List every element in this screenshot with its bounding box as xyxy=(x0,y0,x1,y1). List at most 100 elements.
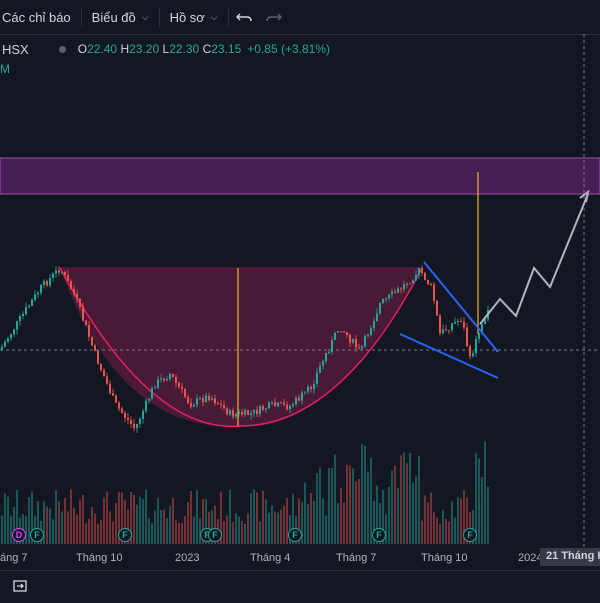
earnings-badge[interactable]: F xyxy=(208,528,222,542)
volume-bar xyxy=(328,468,330,544)
time-tick: 2023 xyxy=(175,552,200,564)
candle-body xyxy=(364,336,366,347)
candle-body xyxy=(28,305,30,308)
volume-bar xyxy=(367,471,369,544)
wedge-upper-line xyxy=(423,261,499,353)
volume-bar xyxy=(136,504,138,544)
candle-body xyxy=(259,406,261,414)
candle-body xyxy=(370,328,372,335)
earnings-badge[interactable]: F xyxy=(372,528,386,542)
candle-body xyxy=(325,353,327,362)
candle-body xyxy=(4,341,6,347)
volume-bar xyxy=(418,455,420,544)
candle-body xyxy=(67,275,69,282)
candle-body xyxy=(16,321,18,330)
volume-bar xyxy=(157,498,159,544)
volume-bar xyxy=(283,505,285,544)
volume-bar xyxy=(226,515,228,544)
candle-body xyxy=(247,410,249,415)
volume-bar xyxy=(10,515,12,544)
candle-body xyxy=(448,330,450,332)
candle-body xyxy=(244,410,246,415)
candle-body xyxy=(151,388,153,399)
candle-body xyxy=(157,379,159,388)
redo-button[interactable] xyxy=(259,0,289,34)
volume-bar xyxy=(370,458,372,544)
volume-bar xyxy=(484,441,486,544)
volume-bar xyxy=(244,523,246,544)
candle-body xyxy=(481,324,483,334)
volume-bar xyxy=(391,470,393,544)
earnings-badge[interactable]: F xyxy=(463,528,477,542)
candle-body xyxy=(316,372,318,384)
sub-legend: M xyxy=(0,62,10,76)
volume-bar xyxy=(7,496,9,544)
candle-body xyxy=(454,321,456,324)
volume-bar xyxy=(265,499,267,544)
chart-menu-button[interactable]: Biểu đồ ⌵ xyxy=(82,0,159,34)
volume-bar xyxy=(145,489,147,544)
time-tick: 2024 xyxy=(518,552,540,564)
candle-body xyxy=(211,398,213,401)
volume-bar xyxy=(118,492,120,544)
volume-bar xyxy=(229,489,231,544)
profile-menu-button[interactable]: Hồ sơ ⌵ xyxy=(160,0,228,34)
projection-arrow-head xyxy=(579,189,590,203)
price-chart[interactable] xyxy=(0,34,600,548)
volume-bar xyxy=(268,512,270,544)
earnings-badge[interactable]: F xyxy=(118,528,132,542)
undo-button[interactable] xyxy=(229,0,259,34)
candle-body xyxy=(124,412,126,418)
volume-bar xyxy=(310,493,312,544)
candle-body xyxy=(79,298,81,307)
volume-bar xyxy=(334,454,336,544)
candle-body xyxy=(88,325,90,337)
candle-body xyxy=(58,270,60,273)
volume-bar xyxy=(94,513,96,544)
toolbar-divider xyxy=(80,7,82,27)
volume-bar xyxy=(337,502,339,544)
volume-bar xyxy=(1,515,3,544)
candle-body xyxy=(241,411,243,415)
price-change: +0.85 (+3.81%) xyxy=(247,42,330,56)
volume-bar xyxy=(58,501,60,544)
volume-bar xyxy=(178,522,180,544)
candle-body xyxy=(49,278,51,286)
earnings-badge[interactable]: F xyxy=(288,528,302,542)
candle-body xyxy=(160,378,162,380)
candle-body xyxy=(358,347,360,349)
exchange-label[interactable]: HSX xyxy=(2,41,29,57)
candle-body xyxy=(172,373,174,378)
profile-menu-label: Hồ sơ xyxy=(169,9,205,25)
volume-bar xyxy=(211,510,213,544)
volume-bar xyxy=(121,492,123,544)
market-status-icon xyxy=(58,45,66,53)
candle-body xyxy=(388,294,390,299)
volume-bar xyxy=(205,499,207,544)
indicators-button[interactable]: Các chỉ báo xyxy=(0,0,81,34)
volume-bar xyxy=(325,515,327,544)
candle-body xyxy=(355,339,357,348)
candle-body xyxy=(91,336,93,346)
time-axis[interactable]: áng 7 Tháng 10 2023 Tháng 4 Tháng 7 Thán… xyxy=(0,548,600,568)
candle-body xyxy=(76,293,78,299)
volume-bar xyxy=(262,490,264,544)
candle-body xyxy=(307,386,309,392)
earnings-badge[interactable]: F xyxy=(30,528,44,542)
volume-bar xyxy=(373,501,375,544)
candle-body xyxy=(349,335,351,343)
candle-body xyxy=(478,333,480,339)
symbol-legend: HSX O22.40 H23.20 L22.30 C23.15 +0.85 (+… xyxy=(0,40,330,58)
volume-bar xyxy=(223,520,225,544)
volume-bar xyxy=(277,512,279,544)
candle-body xyxy=(409,283,411,285)
dividend-badge[interactable]: D xyxy=(12,528,26,542)
candle-body xyxy=(457,321,459,323)
candle-body xyxy=(73,289,75,294)
volume-bar xyxy=(331,468,333,544)
volume-bar xyxy=(298,498,300,544)
candle-body xyxy=(418,268,420,276)
replay-button[interactable] xyxy=(0,569,40,603)
candle-body xyxy=(340,331,342,333)
candle-body xyxy=(379,303,381,314)
